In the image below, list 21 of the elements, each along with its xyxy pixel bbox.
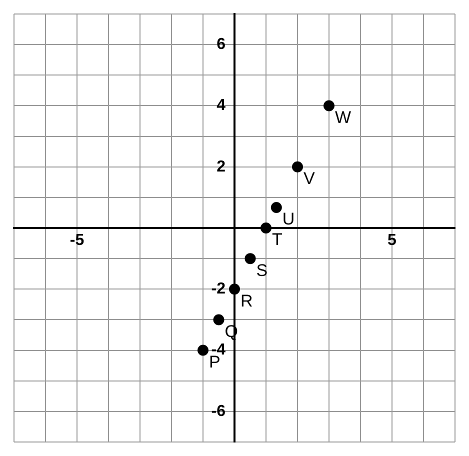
annotation: U <box>282 210 295 229</box>
x-tick-label: 5 <box>388 232 397 250</box>
y-tick-label: 4 <box>216 97 226 114</box>
y-tick-label: -2 <box>211 280 226 298</box>
point <box>229 284 240 295</box>
annotation: T <box>272 230 282 250</box>
point <box>198 344 208 356</box>
y-tick-label: 2 <box>216 158 226 176</box>
point <box>260 222 272 234</box>
point <box>324 100 334 112</box>
x-tick-label: -5 <box>70 232 84 250</box>
annotation: S <box>256 260 268 280</box>
annotation: W <box>335 108 352 127</box>
point <box>292 161 303 172</box>
point <box>244 253 256 264</box>
point <box>270 202 282 214</box>
y-tick-label: 6 <box>216 36 226 53</box>
annotation: R <box>240 291 253 310</box>
y-tick-label: -6 <box>211 402 226 420</box>
annotation: V <box>304 169 316 188</box>
point <box>213 314 224 326</box>
